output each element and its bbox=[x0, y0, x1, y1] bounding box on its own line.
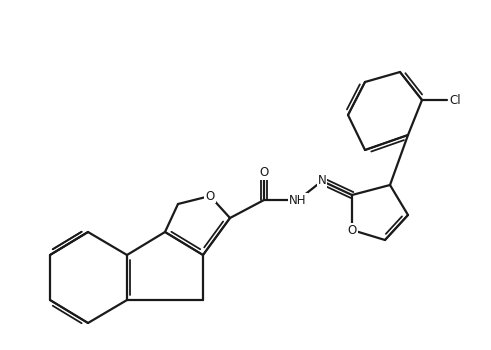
Text: O: O bbox=[347, 224, 356, 237]
Text: O: O bbox=[259, 167, 269, 180]
Text: Cl: Cl bbox=[449, 93, 461, 106]
Text: O: O bbox=[205, 189, 215, 203]
Text: NH: NH bbox=[289, 194, 307, 206]
Text: N: N bbox=[318, 175, 327, 188]
